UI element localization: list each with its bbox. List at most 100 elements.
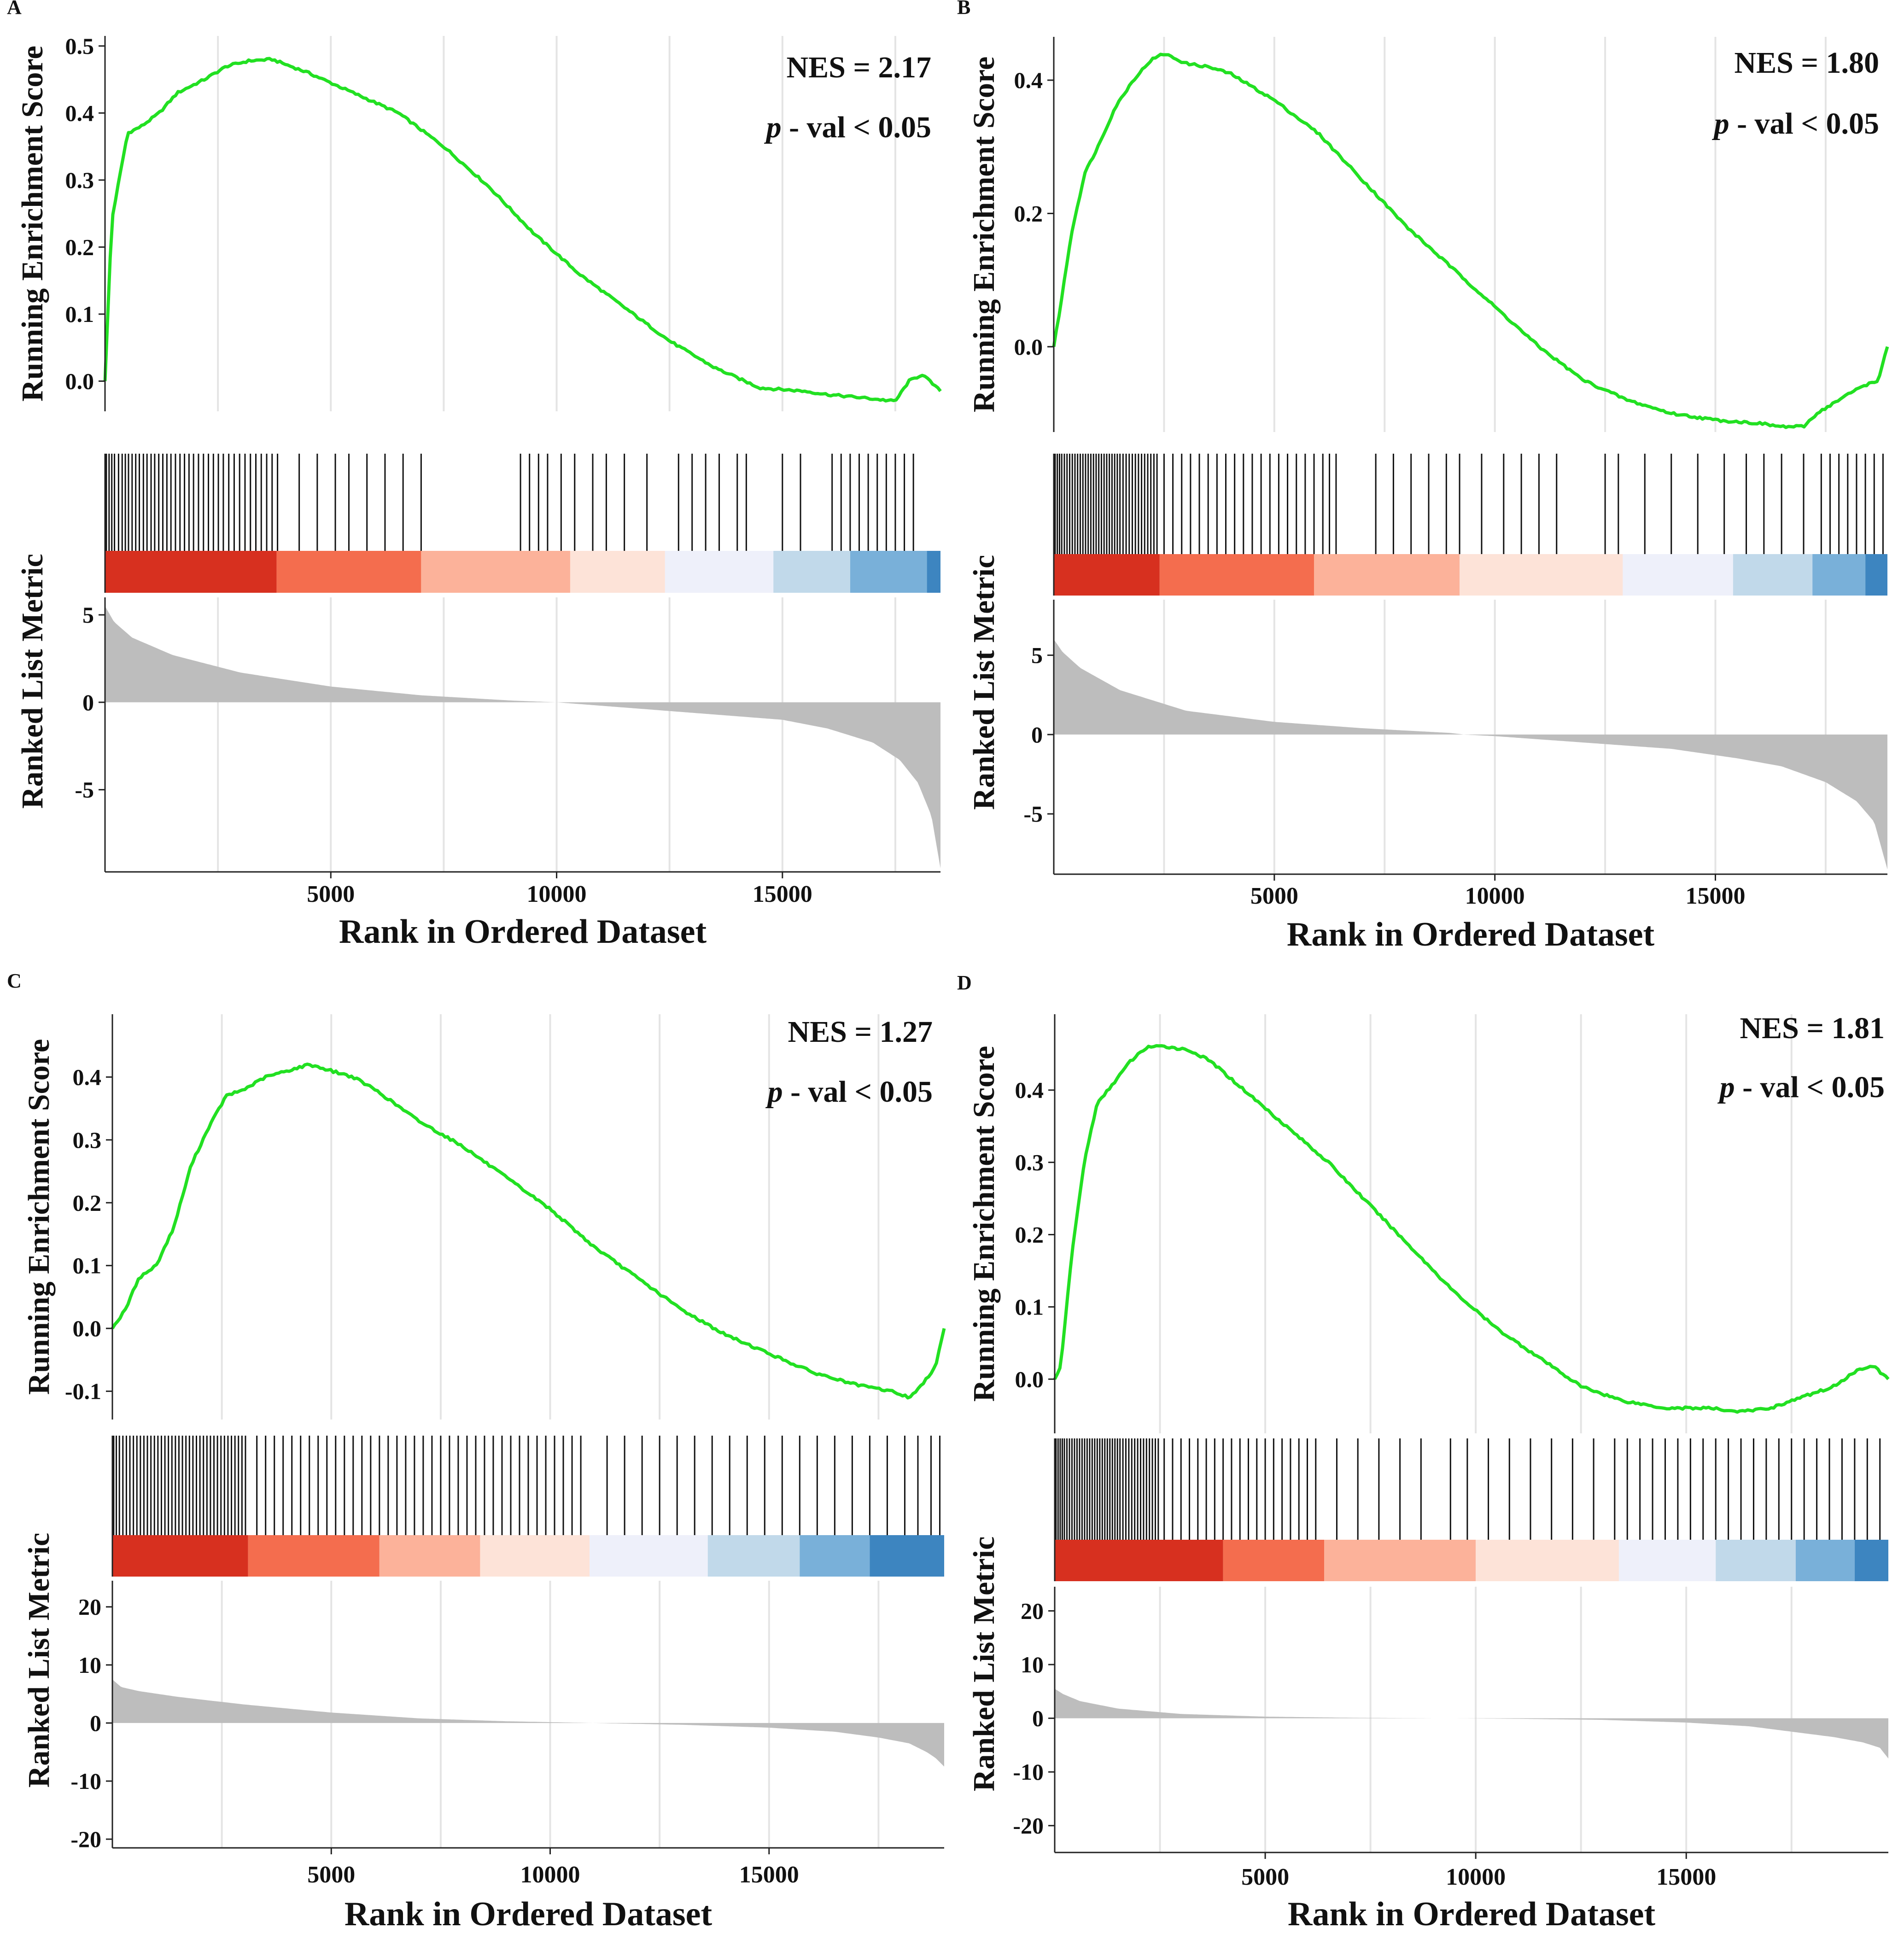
metric-y-tick-label: -20 (70, 1826, 101, 1852)
band-segment (1865, 554, 1887, 596)
metric-y-tick-label: 5 (1031, 643, 1043, 668)
band-segment (570, 551, 665, 593)
band-segment (1854, 1540, 1888, 1581)
band-segment (927, 551, 940, 593)
x-tick-label: 15000 (739, 1862, 799, 1888)
pvalue-text: - val < 0.05 (1729, 107, 1879, 140)
panel-c: -0.1 0.0 0.1 0.2 0.3 0.4 -20 -10 0 10 20 5000 10000 1… (7, 970, 946, 1933)
pvalue-text: - val < 0.05 (1735, 1070, 1885, 1104)
rank-color-band (1054, 554, 1887, 596)
pvalue-italic-p: p (1712, 107, 1729, 140)
x-axis-title: Rank in Ordered Dataset (339, 913, 707, 951)
es-y-tick-label: 0.1 (73, 1253, 102, 1279)
band-segment (800, 1535, 870, 1577)
pvalue-italic-p: p (1717, 1070, 1735, 1104)
rank-color-band (105, 551, 940, 593)
gridlines (217, 36, 896, 872)
band-segment (1159, 554, 1314, 596)
x-tick-label: 15000 (1686, 883, 1746, 909)
metric-y-tick-label: 0 (1032, 1706, 1044, 1731)
es-y-tick-label: 0.0 (1014, 334, 1043, 360)
band-segment (773, 551, 850, 593)
metric-y-tick-label: 20 (1021, 1598, 1044, 1624)
ranked-metric-area (112, 1679, 944, 1767)
pvalue-text: - val < 0.05 (782, 111, 931, 144)
pvalue-annotation: p - val < 0.05 (764, 111, 931, 144)
band-segment (112, 1535, 248, 1577)
pvalue-text: - val < 0.05 (783, 1075, 933, 1109)
es-y-axis-title: Running Enrichment Score (16, 46, 49, 402)
band-segment (1054, 554, 1160, 596)
panel-label: D (957, 971, 972, 994)
es-y-tick-label: 0.5 (65, 33, 94, 59)
x-tick-label: 5000 (307, 881, 355, 907)
band-segment (1460, 554, 1623, 596)
metric-y-tick-label: 0 (82, 689, 94, 715)
band-segment (1324, 1540, 1476, 1581)
band-segment (1795, 1540, 1855, 1581)
enrichment-score-line (111, 1063, 946, 1400)
band-segment (1476, 1540, 1619, 1581)
enrichment-score-line (103, 57, 942, 403)
metric-y-tick-label: -5 (75, 777, 94, 803)
band-segment (1618, 1540, 1716, 1581)
es-y-tick-label: 0.1 (1015, 1294, 1044, 1320)
band-segment (1623, 554, 1733, 596)
band-segment (276, 551, 421, 593)
band-segment (870, 1535, 944, 1577)
es-y-axis-title: Running Enrichment Score (967, 1046, 1001, 1402)
band-segment (590, 1535, 708, 1577)
x-axis-title: Rank in Ordered Dataset (1287, 916, 1655, 953)
x-tick-label: 5000 (307, 1862, 355, 1888)
band-segment (421, 551, 570, 593)
ranked-metric-area (1054, 639, 1887, 870)
es-y-axis-title: Running Enrichment Score (22, 1039, 56, 1395)
ranked-metric-area (105, 606, 940, 869)
metric-y-tick-label: 5 (82, 602, 94, 628)
gene-hit-ticks (113, 1436, 940, 1535)
band-segment (850, 551, 927, 593)
es-y-tick-label: 0.2 (1015, 1222, 1044, 1248)
band-segment (1733, 554, 1813, 596)
enrichment-score-line (1052, 53, 1889, 429)
x-axis-title: Rank in Ordered Dataset (1288, 1895, 1656, 1933)
metric-y-tick-label: -20 (1013, 1813, 1044, 1839)
nes-annotation: NES = 1.27 (788, 1015, 933, 1049)
band-segment (707, 1535, 800, 1577)
band-segment (665, 551, 774, 593)
nes-annotation: NES = 1.81 (1740, 1011, 1885, 1045)
enrichment-score-line (1053, 1044, 1890, 1414)
es-y-tick-label: 0.4 (65, 100, 94, 126)
rank-color-band (112, 1535, 944, 1577)
pvalue-italic-p: p (765, 1075, 783, 1109)
metric-y-tick-label: -10 (70, 1768, 101, 1794)
es-y-tick-label: 0.4 (1015, 1077, 1044, 1103)
band-segment (1055, 1540, 1223, 1581)
panel-label: A (7, 0, 22, 18)
x-tick-label: 5000 (1241, 1864, 1289, 1890)
es-y-tick-label: 0.0 (65, 368, 94, 394)
es-y-tick-label: 0.0 (1015, 1366, 1044, 1392)
gene-hit-ticks (1054, 454, 1884, 554)
x-tick-label: 10000 (520, 1862, 580, 1888)
band-segment (1314, 554, 1460, 596)
x-tick-label: 15000 (753, 881, 812, 907)
pvalue-annotation: p - val < 0.05 (1712, 107, 1879, 140)
nes-annotation: NES = 2.17 (787, 51, 932, 84)
band-segment (248, 1535, 380, 1577)
es-y-tick-label: 0.3 (1015, 1150, 1044, 1175)
es-y-tick-label: 0.2 (1014, 200, 1043, 226)
metric-y-tick-label: 10 (78, 1652, 101, 1678)
es-y-tick-label: 0.4 (1014, 67, 1043, 93)
band-segment (1716, 1540, 1796, 1581)
band-segment (379, 1535, 480, 1577)
x-axis-title: Rank in Ordered Dataset (345, 1895, 713, 1933)
pvalue-italic-p: p (764, 111, 782, 144)
metric-y-tick-label: -5 (1023, 801, 1043, 827)
pvalue-annotation: p - val < 0.05 (765, 1075, 933, 1109)
metric-y-tick-label: 20 (78, 1594, 101, 1620)
es-y-axis-title: Running Enrichment Score (967, 57, 1001, 413)
rank-color-band (1055, 1540, 1888, 1581)
es-y-tick-label: 0.2 (73, 1190, 102, 1215)
panel-label: C (7, 970, 22, 992)
